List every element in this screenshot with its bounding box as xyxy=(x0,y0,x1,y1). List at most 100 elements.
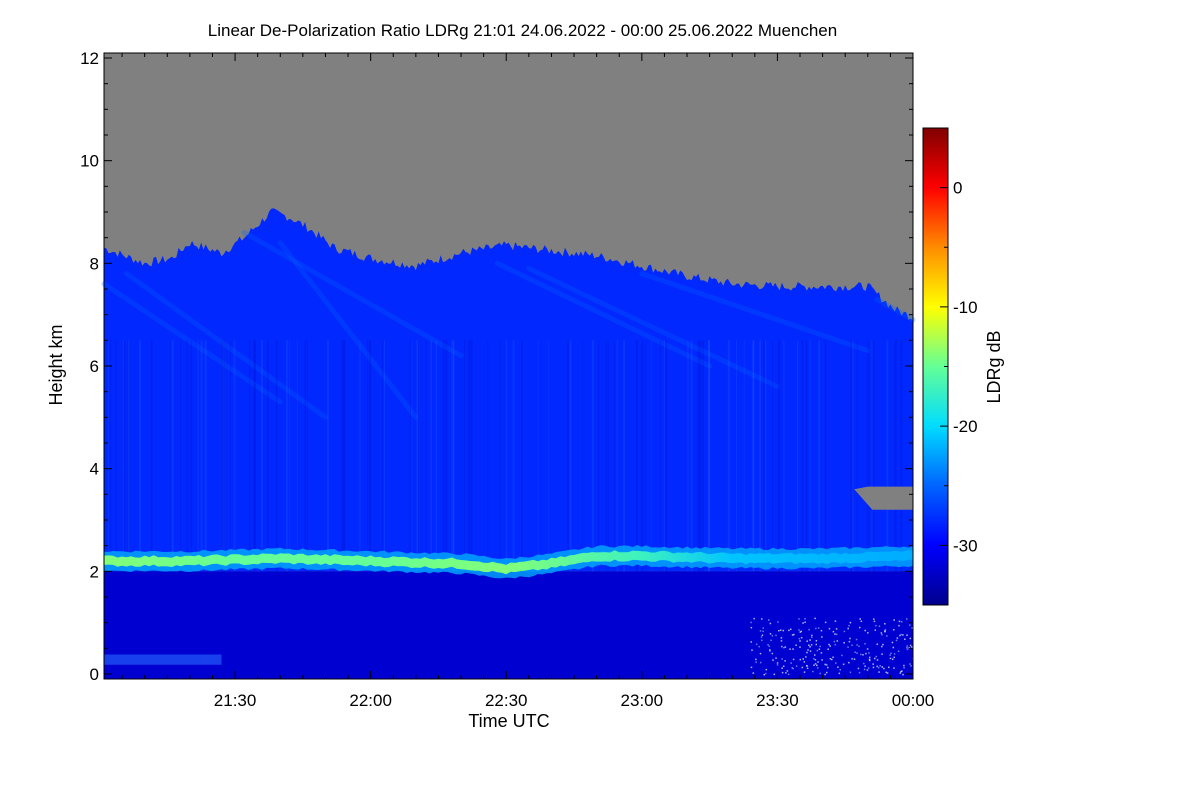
noise-dot xyxy=(872,663,874,665)
noise-dot xyxy=(897,650,900,653)
noise-dot xyxy=(804,617,806,620)
noise-dot xyxy=(895,639,898,642)
noise-dot xyxy=(769,633,772,635)
noise-dot xyxy=(813,654,816,656)
noise-stripe xyxy=(708,340,711,679)
noise-dot xyxy=(818,648,821,651)
noise-dot xyxy=(761,634,764,637)
noise-dot xyxy=(904,638,906,640)
noise-stripe xyxy=(450,340,453,679)
noise-dot xyxy=(808,644,810,647)
noise-dot xyxy=(898,620,901,623)
noise-dot xyxy=(813,664,815,666)
noise-stripe xyxy=(445,340,448,679)
noise-dot xyxy=(788,629,790,632)
noise-stripe xyxy=(645,340,646,679)
noise-stripe xyxy=(253,340,256,679)
noise-dot xyxy=(835,662,837,664)
noise-dot xyxy=(901,670,903,672)
noise-stripe xyxy=(326,340,329,679)
noise-stripe xyxy=(499,340,501,679)
y-tick-label: 10 xyxy=(80,152,99,171)
noise-dot xyxy=(867,667,870,669)
colorbar-tick-label: -10 xyxy=(953,298,978,317)
noise-dot xyxy=(857,667,860,670)
noise-dot xyxy=(803,671,806,673)
noise-stripe xyxy=(370,340,372,679)
noise-dot xyxy=(863,668,866,671)
noise-dot xyxy=(814,617,816,620)
noise-dot xyxy=(750,641,752,643)
noise-stripe xyxy=(367,340,369,679)
noise-stripe xyxy=(763,340,765,679)
noise-stripe xyxy=(569,340,572,679)
noise-dot xyxy=(781,671,784,674)
noise-dot xyxy=(868,658,871,661)
noise-stripe xyxy=(297,340,298,679)
noise-dot xyxy=(864,642,866,645)
noise-dot xyxy=(778,629,780,632)
noise-stripe xyxy=(852,340,854,679)
noise-dot xyxy=(864,629,866,632)
noise-dot xyxy=(866,648,869,650)
noise-dot xyxy=(881,633,883,636)
noise-dot xyxy=(799,640,801,642)
noise-stripe xyxy=(607,340,609,679)
noise-stripe xyxy=(249,340,251,679)
y-tick-label: 6 xyxy=(90,357,99,376)
noise-dot xyxy=(802,622,804,624)
noise-dot xyxy=(815,643,818,646)
noise-dot xyxy=(809,639,811,641)
fall-streak xyxy=(639,271,871,354)
noise-dot xyxy=(832,630,835,633)
noise-dot xyxy=(875,624,877,627)
noise-stripe xyxy=(809,340,811,679)
noise-dot xyxy=(891,658,894,661)
y-tick-label: 8 xyxy=(90,254,99,273)
noise-dot xyxy=(891,641,894,644)
noise-stripe xyxy=(651,340,653,679)
noise-dot xyxy=(771,652,774,655)
noise-stripe xyxy=(435,340,438,679)
noise-dot xyxy=(824,673,826,676)
noise-stripe xyxy=(764,340,767,679)
noise-dot xyxy=(893,653,896,655)
noise-dot xyxy=(770,639,772,642)
noise-dot xyxy=(767,644,769,646)
noise-dot xyxy=(775,634,777,637)
colorbar: 0 -10 -20 -30 LDRg dB xyxy=(922,127,1004,606)
colorbar-tick-label: -30 xyxy=(953,536,978,555)
noise-dot xyxy=(775,657,777,659)
noise-dot xyxy=(792,667,794,670)
noise-dot xyxy=(879,665,881,667)
noise-dot xyxy=(781,658,783,660)
noise-dot xyxy=(762,627,764,629)
noise-stripe xyxy=(521,340,523,679)
noise-stripe xyxy=(409,340,411,679)
lower-troposphere-signal xyxy=(104,571,913,679)
noise-dot xyxy=(877,666,880,669)
noise-dot xyxy=(811,636,813,639)
noise-dot xyxy=(814,659,817,661)
noise-stripe xyxy=(170,340,171,679)
noise-stripe xyxy=(664,340,665,679)
noise-dot xyxy=(860,653,862,656)
noise-dot xyxy=(839,668,842,671)
noise-dot xyxy=(882,643,884,646)
noise-stripe xyxy=(416,340,419,679)
noise-dot xyxy=(834,633,836,635)
x-axis-title: Time UTC xyxy=(468,711,549,731)
noise-dot xyxy=(900,633,902,636)
noise-dot xyxy=(843,630,846,633)
noise-dot xyxy=(842,663,845,666)
aerosol-layer xyxy=(104,550,913,575)
noise-dot xyxy=(814,663,817,665)
noise-stripe xyxy=(341,340,342,679)
noise-dot xyxy=(807,649,809,651)
noise-dot xyxy=(787,673,790,676)
noise-stripe xyxy=(759,340,762,679)
noise-stripe xyxy=(752,340,755,679)
noise-stripe xyxy=(186,340,188,679)
noise-dot xyxy=(784,646,787,648)
noise-dot xyxy=(819,645,821,648)
